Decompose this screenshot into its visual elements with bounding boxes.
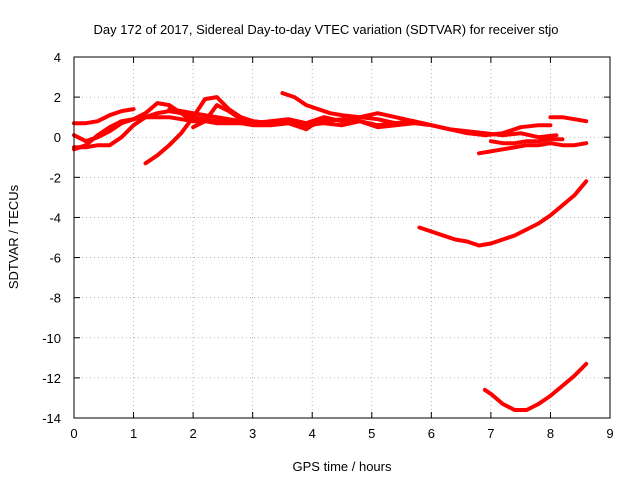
x-tick-label: 2 xyxy=(189,426,196,441)
x-tick-label: 4 xyxy=(309,426,316,441)
y-tick-label: -10 xyxy=(42,331,61,346)
plot-frame xyxy=(73,56,611,419)
x-tick-label: 8 xyxy=(547,426,554,441)
x-tick-label: 0 xyxy=(70,426,77,441)
series-line-sat-k xyxy=(548,115,589,124)
x-tick-labels: 0 1 2 3 4 5 6 7 8 9 xyxy=(70,426,613,441)
y-tick-label: -12 xyxy=(42,371,61,386)
axis-ticks xyxy=(73,56,611,419)
series-line-sat-m xyxy=(482,361,589,412)
x-tick-label: 3 xyxy=(249,426,256,441)
y-tick-label: 2 xyxy=(54,90,61,105)
y-tick-label: -6 xyxy=(49,251,61,266)
y-tick-label: -8 xyxy=(49,291,61,306)
series-line-sat-l xyxy=(417,179,589,248)
x-tick-label: 9 xyxy=(606,426,613,441)
y-tick-label: 0 xyxy=(54,130,61,145)
y-tick-label: -4 xyxy=(49,210,61,225)
series-line-sat-a xyxy=(72,107,136,126)
y-axis-label: SDTVAR / TECUs xyxy=(6,184,21,289)
series-line-sat-i xyxy=(477,141,589,156)
x-axis-label: GPS time / hours xyxy=(293,459,392,474)
series-line-sat-j xyxy=(488,137,565,146)
y-tick-label: -2 xyxy=(49,170,61,185)
x-tick-label: 1 xyxy=(130,426,137,441)
grid xyxy=(74,57,610,418)
y-tick-labels: 4 2 0 -2 -4 -6 -8 -10 -12 -14 xyxy=(42,50,61,426)
x-tick-label: 5 xyxy=(368,426,375,441)
x-tick-label: 7 xyxy=(487,426,494,441)
series-line-sat-h xyxy=(280,91,434,128)
chart-title: Day 172 of 2017, Sidereal Day-to-day VTE… xyxy=(93,22,558,37)
y-tick-label: 4 xyxy=(54,50,61,65)
y-tick-label: -14 xyxy=(42,411,61,426)
series-layer xyxy=(72,91,589,412)
x-tick-label: 6 xyxy=(428,426,435,441)
